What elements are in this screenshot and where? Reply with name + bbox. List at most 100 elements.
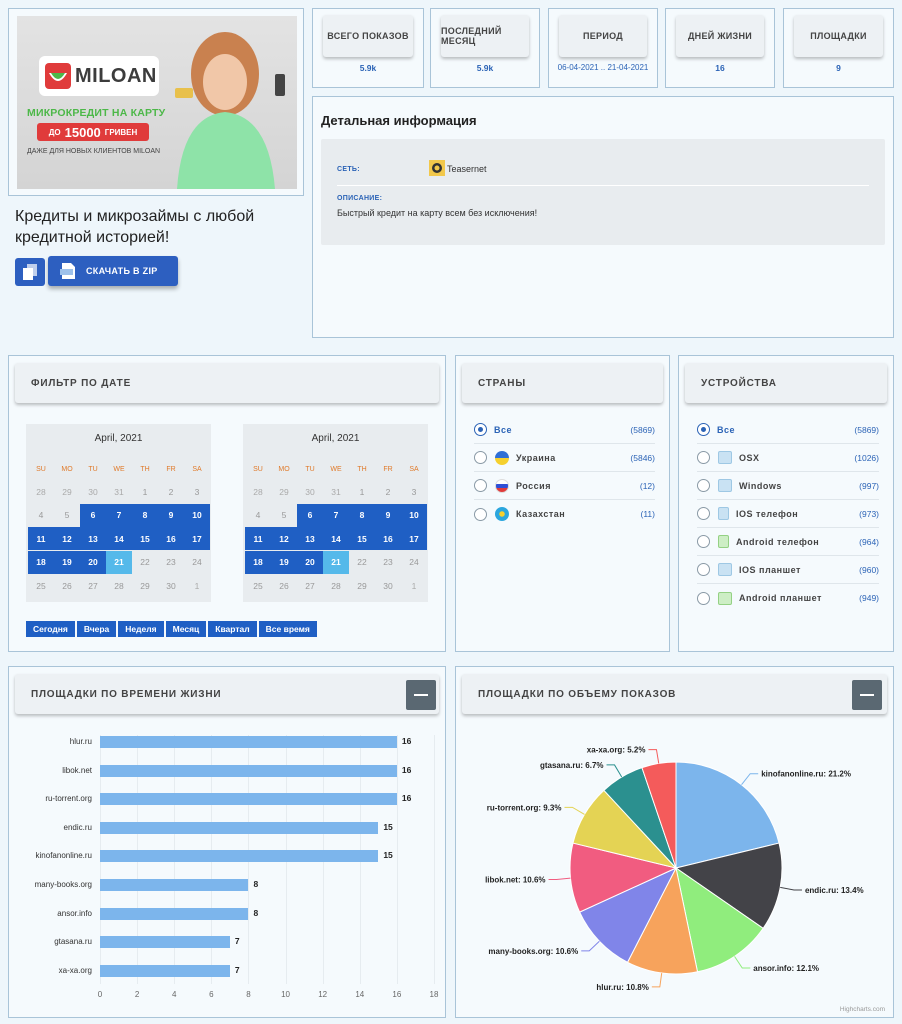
calendar-day[interactable]: 8 <box>132 503 158 527</box>
calendar-day[interactable]: 21 <box>106 550 132 574</box>
country-option-kazakhstan[interactable]: Казахстан (11) <box>474 500 655 528</box>
range-all-time-button[interactable]: Все время <box>258 621 317 637</box>
calendar-day[interactable]: 26 <box>279 580 289 591</box>
calendar-day[interactable]: 23 <box>166 557 176 567</box>
radio-icon[interactable] <box>474 507 487 521</box>
calendar-day[interactable]: 29 <box>279 486 289 497</box>
radio-icon[interactable] <box>474 451 487 464</box>
calendar-day[interactable]: 29 <box>62 486 72 497</box>
radio-icon[interactable] <box>697 451 710 464</box>
calendar-day[interactable]: 24 <box>409 557 419 567</box>
calendar-day[interactable]: 3 <box>411 486 417 497</box>
collapse-lifetime-button[interactable] <box>406 680 436 710</box>
range-week-button[interactable]: Неделя <box>118 621 164 637</box>
device-option-osx[interactable]: OSX (1026) <box>697 444 879 472</box>
calendar-day[interactable]: 24 <box>192 557 202 567</box>
calendar-day[interactable]: 29 <box>357 580 367 591</box>
calendar-day[interactable]: 1 <box>359 486 365 497</box>
bar[interactable] <box>100 936 230 949</box>
pie-slice[interactable] <box>641 761 677 869</box>
calendar-day[interactable]: 30 <box>88 486 98 497</box>
bar[interactable] <box>100 736 397 748</box>
calendar-day[interactable]: 10 <box>401 503 427 527</box>
calendar-day[interactable]: 31 <box>114 486 124 497</box>
calendar-day[interactable]: 16 <box>375 527 401 550</box>
calendar-day[interactable]: 12 <box>54 527 80 550</box>
calendar-day[interactable]: 13 <box>80 527 106 550</box>
calendar-day[interactable]: 22 <box>140 557 150 567</box>
calendar-day[interactable]: 1 <box>411 580 417 591</box>
country-option-all[interactable]: Все (5869) <box>474 416 655 444</box>
calendar-day[interactable]: 22 <box>357 557 367 567</box>
calendar-day[interactable]: 23 <box>383 557 393 567</box>
pie-slice[interactable] <box>569 842 678 913</box>
range-quarter-button[interactable]: Квартал <box>208 621 257 637</box>
calendar-day[interactable]: 13 <box>297 527 323 550</box>
calendar-day[interactable]: 9 <box>158 503 184 527</box>
calendar-day[interactable]: 14 <box>106 527 132 550</box>
calendar-day[interactable]: 3 <box>194 486 200 497</box>
calendar-day[interactable]: 17 <box>401 527 427 550</box>
calendar-day[interactable]: 17 <box>184 527 210 550</box>
calendar-day[interactable]: 10 <box>184 503 210 527</box>
pie-slice[interactable] <box>675 761 780 869</box>
bar[interactable] <box>100 907 249 920</box>
calendar-day[interactable]: 27 <box>88 580 98 591</box>
calendar-day[interactable]: 2 <box>385 486 391 497</box>
calendar-day[interactable]: 11 <box>245 527 271 550</box>
calendar-day[interactable]: 26 <box>62 580 72 591</box>
calendar-day[interactable]: 8 <box>349 503 375 527</box>
range-yesterday-button[interactable]: Вчера <box>76 621 117 637</box>
range-today-button[interactable]: Сегодня <box>26 621 75 637</box>
country-option-russia[interactable]: Россия (12) <box>474 472 655 500</box>
calendar-right[interactable]: April, 2021 SU MO TU WE TH FR SA 28 29 30 31 1 2 3 4 5 6… <box>243 424 428 602</box>
pie-slice[interactable] <box>674 842 783 930</box>
pie-slice[interactable] <box>578 866 678 963</box>
calendar-left[interactable]: April, 2021 SU MO TU WE TH FR SA 28 29 30 31 1 2 3 4 5 6… <box>26 424 211 602</box>
calendar-day[interactable]: 7 <box>323 503 349 527</box>
calendar-day[interactable]: 29 <box>140 580 150 591</box>
calendar-day[interactable]: 19 <box>54 550 80 574</box>
pie-slice[interactable] <box>675 866 764 973</box>
calendar-day[interactable]: 4 <box>255 510 261 520</box>
bar[interactable] <box>100 879 249 891</box>
bar[interactable] <box>100 764 397 777</box>
calendar-day[interactable]: 2 <box>168 486 174 497</box>
calendar-day[interactable]: 16 <box>158 527 184 550</box>
bar[interactable] <box>100 821 379 834</box>
calendar-day[interactable]: 1 <box>142 486 148 497</box>
radio-icon[interactable] <box>697 535 710 548</box>
calendar-day[interactable]: 11 <box>28 527 54 550</box>
radio-icon[interactable] <box>474 479 487 492</box>
calendar-day[interactable]: 20 <box>297 550 323 574</box>
calendar-day[interactable]: 5 <box>64 510 70 520</box>
bar[interactable] <box>100 850 379 863</box>
range-month-button[interactable]: Месяц <box>165 621 207 637</box>
device-option-ios-tablet[interactable]: IOS планшет (960) <box>697 556 879 584</box>
radio-icon[interactable] <box>697 507 710 520</box>
calendar-day[interactable]: 28 <box>114 580 124 591</box>
calendar-day[interactable]: 27 <box>305 580 315 591</box>
calendar-day[interactable]: 4 <box>38 510 44 520</box>
pie-slice[interactable] <box>626 866 699 975</box>
radio-icon[interactable] <box>697 479 710 492</box>
device-option-android-tablet[interactable]: Android планшет (949) <box>697 584 879 612</box>
country-option-ukraine[interactable]: Украина (5846) <box>474 444 655 472</box>
radio-icon[interactable] <box>697 591 710 605</box>
download-zip-button[interactable]: СКАЧАТЬ В ZIP <box>48 256 178 286</box>
device-option-android-phone[interactable]: Android телефон (964) <box>697 528 879 556</box>
calendar-day[interactable]: 1 <box>194 580 200 591</box>
calendar-day[interactable]: 28 <box>36 486 46 497</box>
calendar-day[interactable]: 6 <box>297 503 323 527</box>
calendar-day[interactable]: 18 <box>28 550 54 574</box>
calendar-day[interactable]: 19 <box>271 550 297 574</box>
collapse-volume-button[interactable] <box>852 680 882 710</box>
bar[interactable] <box>100 964 230 977</box>
device-option-ios-phone[interactable]: IOS телефон (973) <box>697 500 879 528</box>
calendar-day[interactable]: 25 <box>36 580 46 591</box>
calendar-day[interactable]: 28 <box>253 486 263 497</box>
calendar-day[interactable]: 25 <box>253 580 263 591</box>
calendar-day[interactable]: 28 <box>331 580 341 591</box>
calendar-day[interactable]: 9 <box>375 503 401 527</box>
calendar-day[interactable]: 15 <box>349 527 375 550</box>
